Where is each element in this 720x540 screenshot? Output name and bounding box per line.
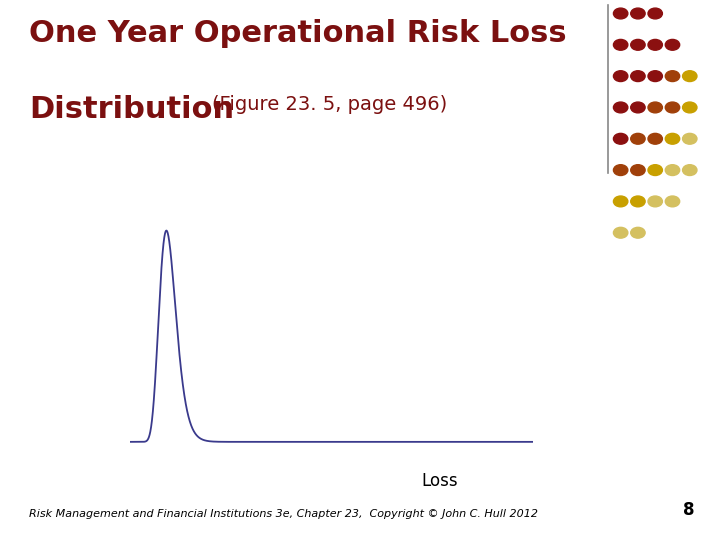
Text: Distribution: Distribution	[29, 94, 234, 124]
Text: Risk Management and Financial Institutions 3e, Chapter 23,  Copyright © John C. : Risk Management and Financial Institutio…	[29, 509, 538, 519]
Text: One Year Operational Risk Loss: One Year Operational Risk Loss	[29, 19, 567, 48]
Text: (Figure 23. 5, page 496): (Figure 23. 5, page 496)	[212, 94, 448, 113]
Text: Loss: Loss	[422, 472, 459, 490]
Text: 8: 8	[683, 502, 695, 519]
